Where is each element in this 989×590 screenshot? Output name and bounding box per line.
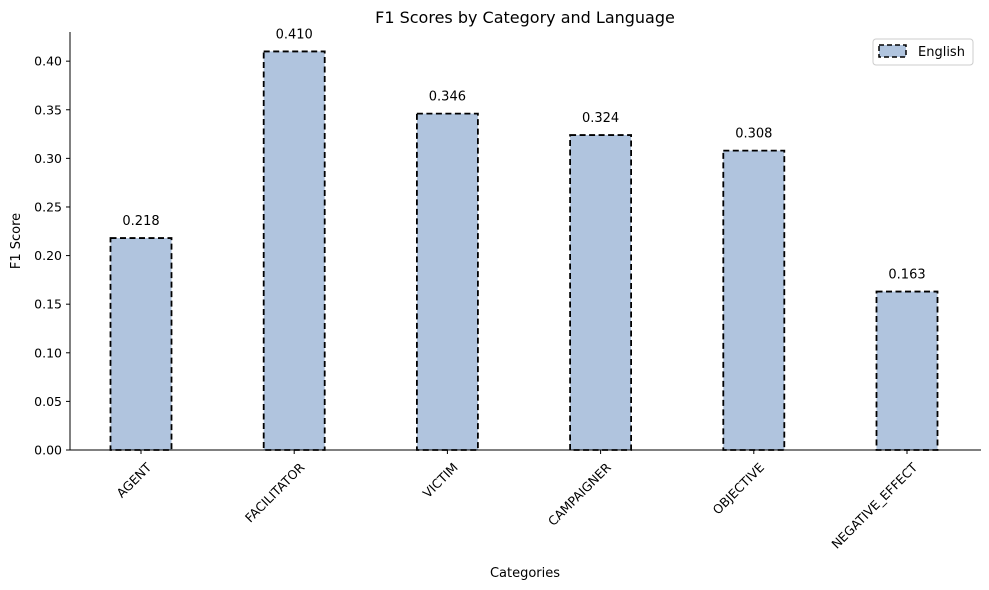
data-label-negative_effect: 0.163 [888,268,925,283]
bar-campaigner [569,134,632,451]
x-tick-label: FACILITATOR [242,459,308,525]
y-tick-label: 0.30 [34,151,62,166]
x-tick-label: CAMPAIGNER [545,459,614,528]
y-tick-label: 0.10 [34,345,62,360]
y-axis-label: F1 Score [9,213,24,269]
bar-negative_effect [875,290,939,451]
x-tick-label: NEGATIVE_EFFECT [828,459,920,551]
bar-agent [109,237,173,451]
y-tick-label: 0.00 [34,443,62,458]
bars-layer [109,50,939,451]
data-label-facilitator: 0.410 [276,27,313,42]
legend-label: English [918,45,965,60]
data-label-objective: 0.308 [735,127,772,142]
y-tick-label: 0.20 [34,248,62,263]
data-label-campaigner: 0.324 [582,111,619,126]
bar-facilitator [262,50,326,451]
chart-title: F1 Scores by Category and Language [375,8,675,27]
x-tick-label: AGENT [113,459,154,500]
legend: English [872,38,974,66]
legend-swatch [878,44,907,58]
y-tick-label: 0.40 [34,54,62,69]
y-ticks: 0.00 0.05 0.10 0.15 0.20 0.25 0.30 0.35 0.40 [34,54,70,458]
x-tick-label: VICTIM [420,460,461,501]
y-tick-label: 0.35 [34,102,62,117]
data-label-victim: 0.346 [429,90,466,105]
data-label-agent: 0.218 [122,214,159,229]
data-labels-layer: 0.218 0.410 0.346 0.324 0.308 0.163 [122,27,925,282]
bar-victim [415,112,479,451]
x-ticks: AGENT FACILITATOR VICTIM CAMPAIGNER OBJECTIV… [113,450,921,552]
bar-objective [722,149,786,451]
y-tick-label: 0.05 [34,394,62,409]
y-tick-label: 0.25 [34,199,62,214]
x-tick-label: OBJECTIVE [709,460,767,518]
y-tick-label: 0.15 [34,297,62,312]
x-axis-label: Categories [490,566,560,581]
